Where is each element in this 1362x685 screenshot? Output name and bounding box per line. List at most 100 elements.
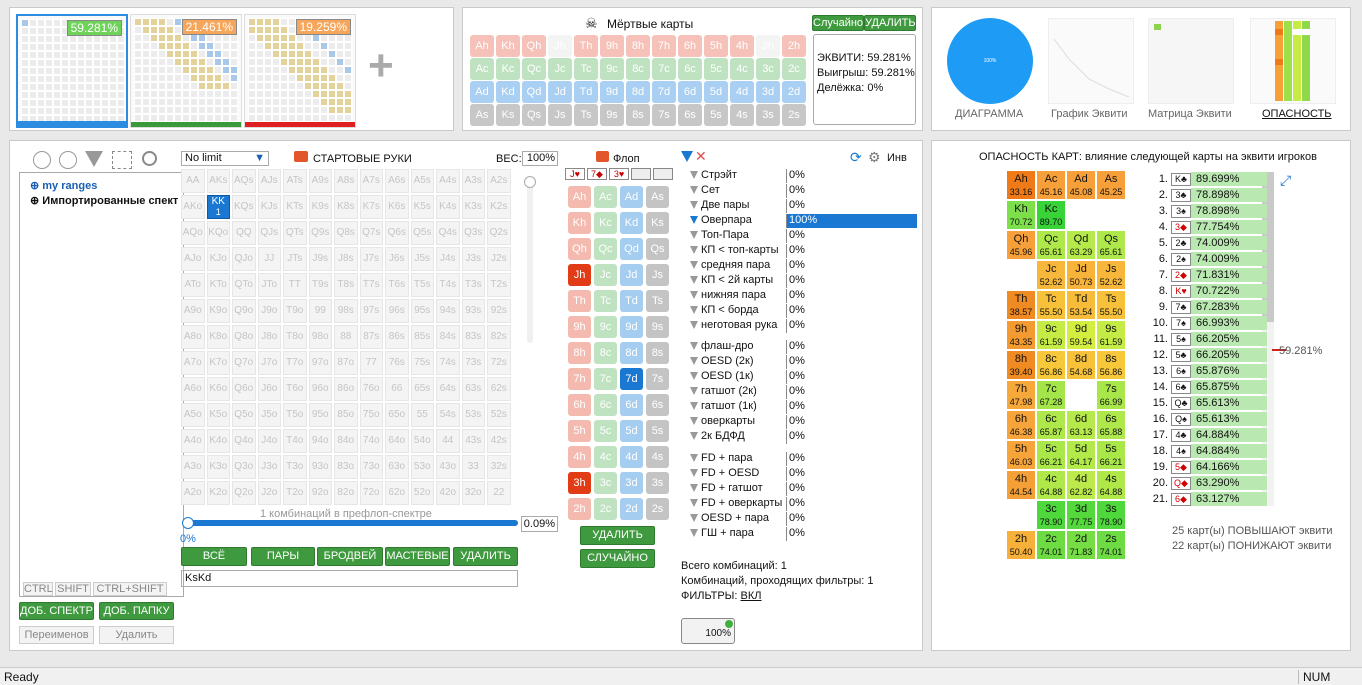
hand-cell[interactable]: A6o xyxy=(181,377,205,401)
hand-cell[interactable]: 98s xyxy=(334,299,358,323)
danger-cell[interactable]: 3d 77.75 xyxy=(1066,500,1096,530)
hand-cell[interactable]: K9o xyxy=(206,299,230,323)
hand-cell[interactable]: K9s xyxy=(308,195,332,219)
danger-cell[interactable]: 8s 56.86 xyxy=(1096,350,1126,380)
danger-cell[interactable] xyxy=(1096,200,1126,230)
hand-cell[interactable]: 62o xyxy=(385,481,409,505)
filter-row[interactable]: ГШ + пара xyxy=(690,527,754,542)
danger-thumb[interactable] xyxy=(1250,18,1336,104)
dead-card[interactable]: Kc xyxy=(496,58,520,80)
filter-row[interactable]: OESD (2к) xyxy=(690,355,754,370)
hand-cell[interactable]: A6s xyxy=(385,169,409,193)
dead-card[interactable]: 3c xyxy=(756,58,780,80)
hand-cell[interactable]: 87o xyxy=(334,351,358,375)
filter-row[interactable]: FD + гатшот xyxy=(690,482,763,497)
invert-label[interactable]: Инв xyxy=(887,152,907,164)
flop-card[interactable]: 3h xyxy=(568,472,591,494)
add-range-plus-icon[interactable]: + xyxy=(368,41,394,90)
dead-card[interactable]: 8d xyxy=(626,81,650,103)
flop-delete-button[interactable]: УДАЛИТЬ xyxy=(580,526,655,545)
dead-card[interactable]: 7h xyxy=(652,35,676,57)
flop-card[interactable]: 7c xyxy=(594,368,617,390)
dead-card[interactable]: 4c xyxy=(730,58,754,80)
dead-card[interactable]: 3s xyxy=(756,104,780,126)
flop-card[interactable]: Js xyxy=(646,264,669,286)
dead-card[interactable]: Qc xyxy=(522,58,546,80)
hand-cell[interactable]: J9o xyxy=(257,299,281,323)
dead-card[interactable]: 2h xyxy=(782,35,806,57)
flop-card[interactable]: Kc xyxy=(594,212,617,234)
danger-cell[interactable]: Tc 55.50 xyxy=(1036,290,1066,320)
hand-cell[interactable]: KQs xyxy=(232,195,256,219)
filter-row[interactable]: гатшот (2к) xyxy=(690,385,757,400)
flop-card[interactable]: 2d xyxy=(620,498,643,520)
flop-card[interactable]: 9s xyxy=(646,316,669,338)
hand-cell[interactable]: 52o xyxy=(410,481,434,505)
hand-cell[interactable]: J4o xyxy=(257,429,281,453)
dead-card[interactable]: Jh xyxy=(548,35,572,57)
flop-card[interactable]: 3d xyxy=(620,472,643,494)
hand-cell[interactable]: QJo xyxy=(232,247,256,271)
hand-cell[interactable]: J8o xyxy=(257,325,281,349)
hand-cell[interactable]: Q3o xyxy=(232,455,256,479)
hand-cell[interactable]: 76s xyxy=(385,351,409,375)
tab-equity-graph[interactable]: График Эквити xyxy=(1051,108,1128,120)
ranking-row[interactable]: 7. 2◆ 71.831% xyxy=(1148,268,1267,284)
hand-cell[interactable]: K5s xyxy=(410,195,434,219)
flop-card[interactable]: Jd xyxy=(620,264,643,286)
hand-cell[interactable]: A2s xyxy=(487,169,511,193)
flop-card[interactable]: Qd xyxy=(620,238,643,260)
hand-cell[interactable]: K4s xyxy=(436,195,460,219)
hand-cell[interactable]: 85o xyxy=(334,403,358,427)
hand-cell[interactable]: Q7s xyxy=(359,221,383,245)
tab-equity-matrix[interactable]: Матрица Эквити xyxy=(1148,108,1232,120)
filter-row[interactable]: неготовая рука xyxy=(690,319,777,334)
equity-matrix-thumb[interactable] xyxy=(1148,18,1234,104)
hand-cell[interactable]: 97o xyxy=(308,351,332,375)
ranking-row[interactable]: 19. 5◆ 64.166% xyxy=(1148,460,1267,476)
add-folder-button[interactable]: ДОБ. ПАПКУ xyxy=(99,602,174,620)
hand-cell[interactable]: 65s xyxy=(410,377,434,401)
flop-card[interactable]: Qs xyxy=(646,238,669,260)
filter-row[interactable]: FD + пара xyxy=(690,452,753,467)
hand-cell[interactable]: 93o xyxy=(308,455,332,479)
delete-range-button[interactable]: Удалить xyxy=(99,626,174,644)
danger-cell[interactable]: 5c 66.21 xyxy=(1036,440,1066,470)
limit-select[interactable]: No limit ▼ xyxy=(181,151,269,166)
flop-card[interactable]: Kd xyxy=(620,212,643,234)
ranking-row[interactable]: 3. 3♠ 78.898% xyxy=(1148,204,1267,220)
dead-card[interactable]: Ks xyxy=(496,104,520,126)
danger-cell[interactable]: 9h 43.35 xyxy=(1006,320,1036,350)
hand-cell[interactable]: T2o xyxy=(283,481,307,505)
flop-card[interactable]: 8d xyxy=(620,342,643,364)
hand-cell[interactable]: 94s xyxy=(436,299,460,323)
hand-cell[interactable]: KTs xyxy=(283,195,307,219)
hand-cell[interactable]: JJ xyxy=(257,247,281,271)
hand-cell[interactable]: 73s xyxy=(461,351,485,375)
hand-cell[interactable]: 54o xyxy=(410,429,434,453)
hand-cell[interactable]: J6o xyxy=(257,377,281,401)
export-icon[interactable] xyxy=(112,151,132,169)
dead-card[interactable]: Th xyxy=(574,35,598,57)
hand-cell[interactable]: AQs xyxy=(232,169,256,193)
board-slot-empty[interactable] xyxy=(631,168,651,180)
dead-card[interactable]: 6h xyxy=(678,35,702,57)
dead-card[interactable]: 9h xyxy=(600,35,624,57)
flop-card[interactable]: Ks xyxy=(646,212,669,234)
danger-cell[interactable]: Ac 45.16 xyxy=(1036,170,1066,200)
clear-filter-icon[interactable]: ✕ xyxy=(695,148,707,164)
dead-card[interactable]: 7s xyxy=(652,104,676,126)
hand-text-input[interactable]: KsKd xyxy=(181,570,518,587)
hand-cell[interactable]: A7s xyxy=(359,169,383,193)
hand-cell[interactable]: 55 xyxy=(410,403,434,427)
danger-cell[interactable]: Kh 70.72 xyxy=(1006,200,1036,230)
hand-cell[interactable]: 96s xyxy=(385,299,409,323)
hand-cell[interactable]: 83s xyxy=(461,325,485,349)
ranking-row[interactable]: 10. 7♠ 66.993% xyxy=(1148,316,1267,332)
flop-card[interactable]: Qc xyxy=(594,238,617,260)
hand-cell[interactable]: 64o xyxy=(385,429,409,453)
danger-cell[interactable]: Js 52.62 xyxy=(1096,260,1126,290)
flop-card[interactable]: 2c xyxy=(594,498,617,520)
hand-cell[interactable]: K6s xyxy=(385,195,409,219)
hand-cell[interactable]: K6o xyxy=(206,377,230,401)
